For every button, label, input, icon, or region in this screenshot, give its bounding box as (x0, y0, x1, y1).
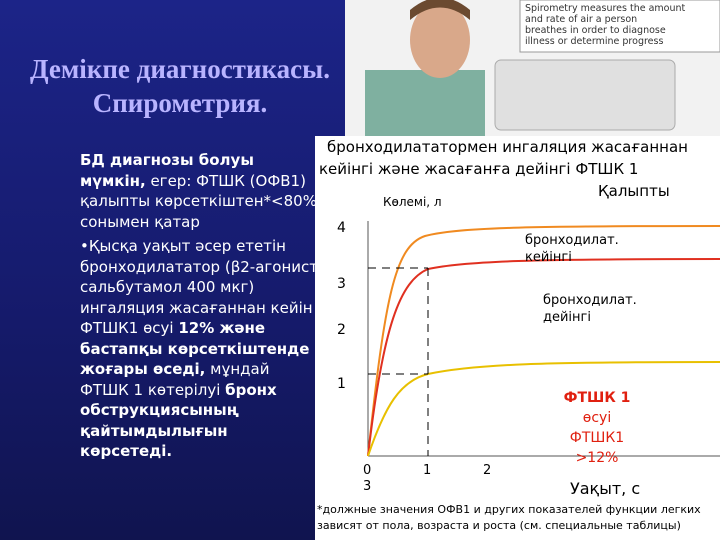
caption: illness or determine progress (525, 36, 663, 47)
increase-label: ФТШК 1 (564, 390, 631, 406)
text-segment: егер: ФТШК (ОФВ1) қалыпты көрсеткіштен*<… (80, 171, 317, 231)
left-text: БД диагнозы болуы мүмкін, егер: ФТШК (ОФ… (80, 150, 320, 466)
photo: Spirometry measures the amount and rate … (345, 0, 720, 136)
x-label: Уақыт, с (570, 479, 640, 498)
y-tick-label: 3 (337, 276, 346, 292)
chart-panel: бронходилататормен ингаляция жасағаннан … (315, 136, 720, 540)
text-segment: БД диагнозы болуы мүмкін, (80, 151, 254, 190)
before-curve (367, 361, 720, 457)
text-segment: мұндай ФТШК 1 көтерілуі (80, 360, 270, 399)
x-tick-label: 1 (423, 463, 431, 478)
text-segment: 12% және бастапқы көрсеткіштенде жоғары … (80, 319, 310, 378)
caption: breathes in order to diagnose (525, 25, 666, 36)
increase-label: ФТШК1 (570, 430, 624, 446)
title-line: Демікпе диагностикасы. (30, 54, 330, 84)
title: Демікпе диагностикасы. Спирометрия. (10, 52, 350, 120)
increase-label: >12% (576, 450, 619, 466)
before-label: бронходилат. (543, 293, 637, 308)
footnote: *должные значения ОФВ1 и других показате… (317, 503, 701, 516)
before-label: дейінгі (543, 310, 591, 325)
chart-heading: кейінгі және жасағанға дейінгі ФТШК 1 (319, 160, 638, 178)
text-segment: бронх обструкциясының қайтымдылығын көрс… (80, 380, 277, 461)
normal-label: Қалыпты (598, 182, 670, 200)
caption: Spirometry measures the amount (525, 3, 686, 14)
title-line: Спирометрия. (92, 88, 268, 118)
y-tick-label: 2 (337, 322, 346, 338)
text-segment: •Қысқа уақыт әсер ететін бронходилататор… (80, 237, 319, 337)
shirt (365, 70, 485, 136)
x-tick-label: 2 (483, 463, 491, 478)
paragraph: •Қысқа уақыт әсер ететін бронходилататор… (80, 236, 320, 462)
chart-heading: бронходилататормен ингаляция жасағаннан (327, 138, 688, 156)
normal-curve (367, 225, 720, 457)
after-label: кейінгі (525, 250, 572, 265)
y-tick-label: 1 (337, 376, 346, 392)
after-curve (367, 258, 720, 457)
caption-box (519, 0, 720, 53)
caption: and rate of air a person (525, 14, 637, 25)
face (410, 2, 470, 78)
paragraph: БД диагнозы болуы мүмкін, егер: ФТШК (ОФ… (80, 150, 320, 232)
x-tick-label: 3 (363, 479, 371, 494)
after-label: бронходилат. (525, 233, 619, 248)
device (494, 59, 676, 131)
footnote: зависят от пола, возраста и роста (см. с… (317, 519, 681, 532)
chart: бронходилататормен ингаляция жасағаннан … (317, 138, 720, 532)
hair (410, 0, 470, 20)
increase-label: өсуі (583, 410, 611, 426)
y-label: Көлемі, л (383, 195, 442, 209)
x-tick-label: 0 (363, 463, 371, 478)
y-tick-label: 4 (337, 220, 346, 236)
